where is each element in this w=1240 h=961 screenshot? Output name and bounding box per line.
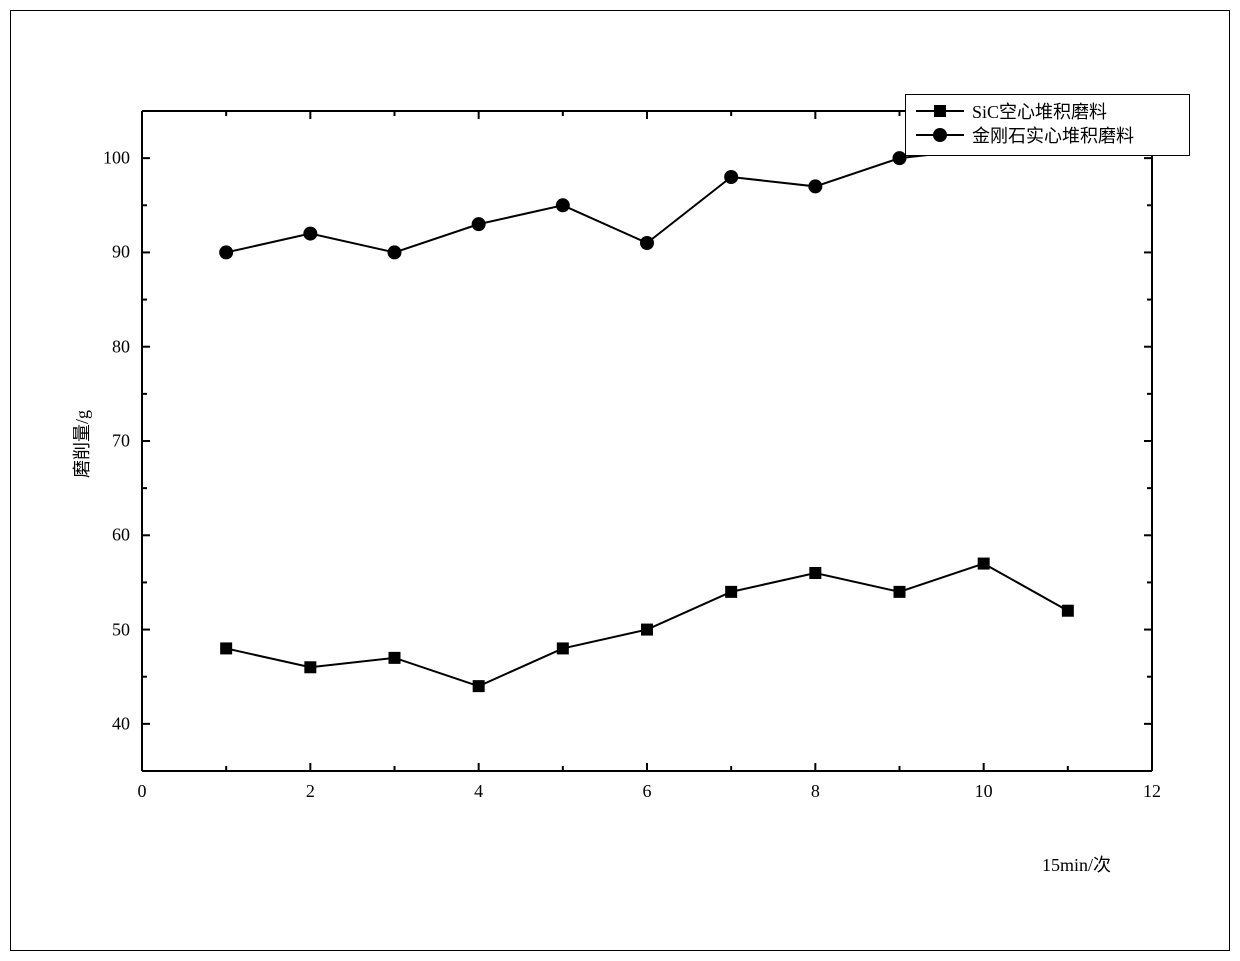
y-tick-label: 50: [112, 619, 130, 640]
plot-area: [142, 111, 1152, 771]
x-tick-label: 10: [975, 781, 993, 802]
x-axis-label: 15min/次: [1042, 851, 1111, 877]
legend-item-diamond: 金刚石实心堆积磨料: [916, 123, 1179, 147]
y-axis-label: 磨削量/g: [68, 410, 94, 478]
plot-svg: [142, 111, 1152, 771]
y-axis-label-text: 磨削量/g: [72, 410, 92, 478]
legend: SiC空心堆积磨料金刚石实心堆积磨料: [905, 94, 1190, 156]
x-tick-label: 2: [306, 781, 315, 802]
y-tick-label: 40: [112, 713, 130, 734]
x-axis-label-text: 15min/次: [1042, 855, 1111, 875]
x-tick-label: 12: [1143, 781, 1161, 802]
x-tick-label: 4: [474, 781, 483, 802]
legend-line-icon: [916, 134, 964, 136]
y-tick-label: 80: [112, 336, 130, 357]
circle-marker-icon: [933, 128, 947, 142]
x-tick-label: 8: [811, 781, 820, 802]
legend-label: 金刚石实心堆积磨料: [972, 122, 1134, 148]
square-marker-icon: [934, 105, 946, 117]
y-tick-label: 70: [112, 431, 130, 452]
x-tick-label: 0: [138, 781, 147, 802]
x-tick-label: 6: [643, 781, 652, 802]
y-tick-label: 90: [112, 242, 130, 263]
chart-outer-frame: 磨削量/g 15min/次 SiC空心堆积磨料金刚石实心堆积磨料 0 2 4 6 8 10…: [0, 0, 1240, 961]
legend-label: SiC空心堆积磨料: [972, 98, 1107, 124]
legend-line-icon: [916, 110, 964, 112]
y-tick-label: 100: [103, 148, 130, 169]
y-tick-label: 60: [112, 525, 130, 546]
legend-item-sic: SiC空心堆积磨料: [916, 99, 1179, 123]
